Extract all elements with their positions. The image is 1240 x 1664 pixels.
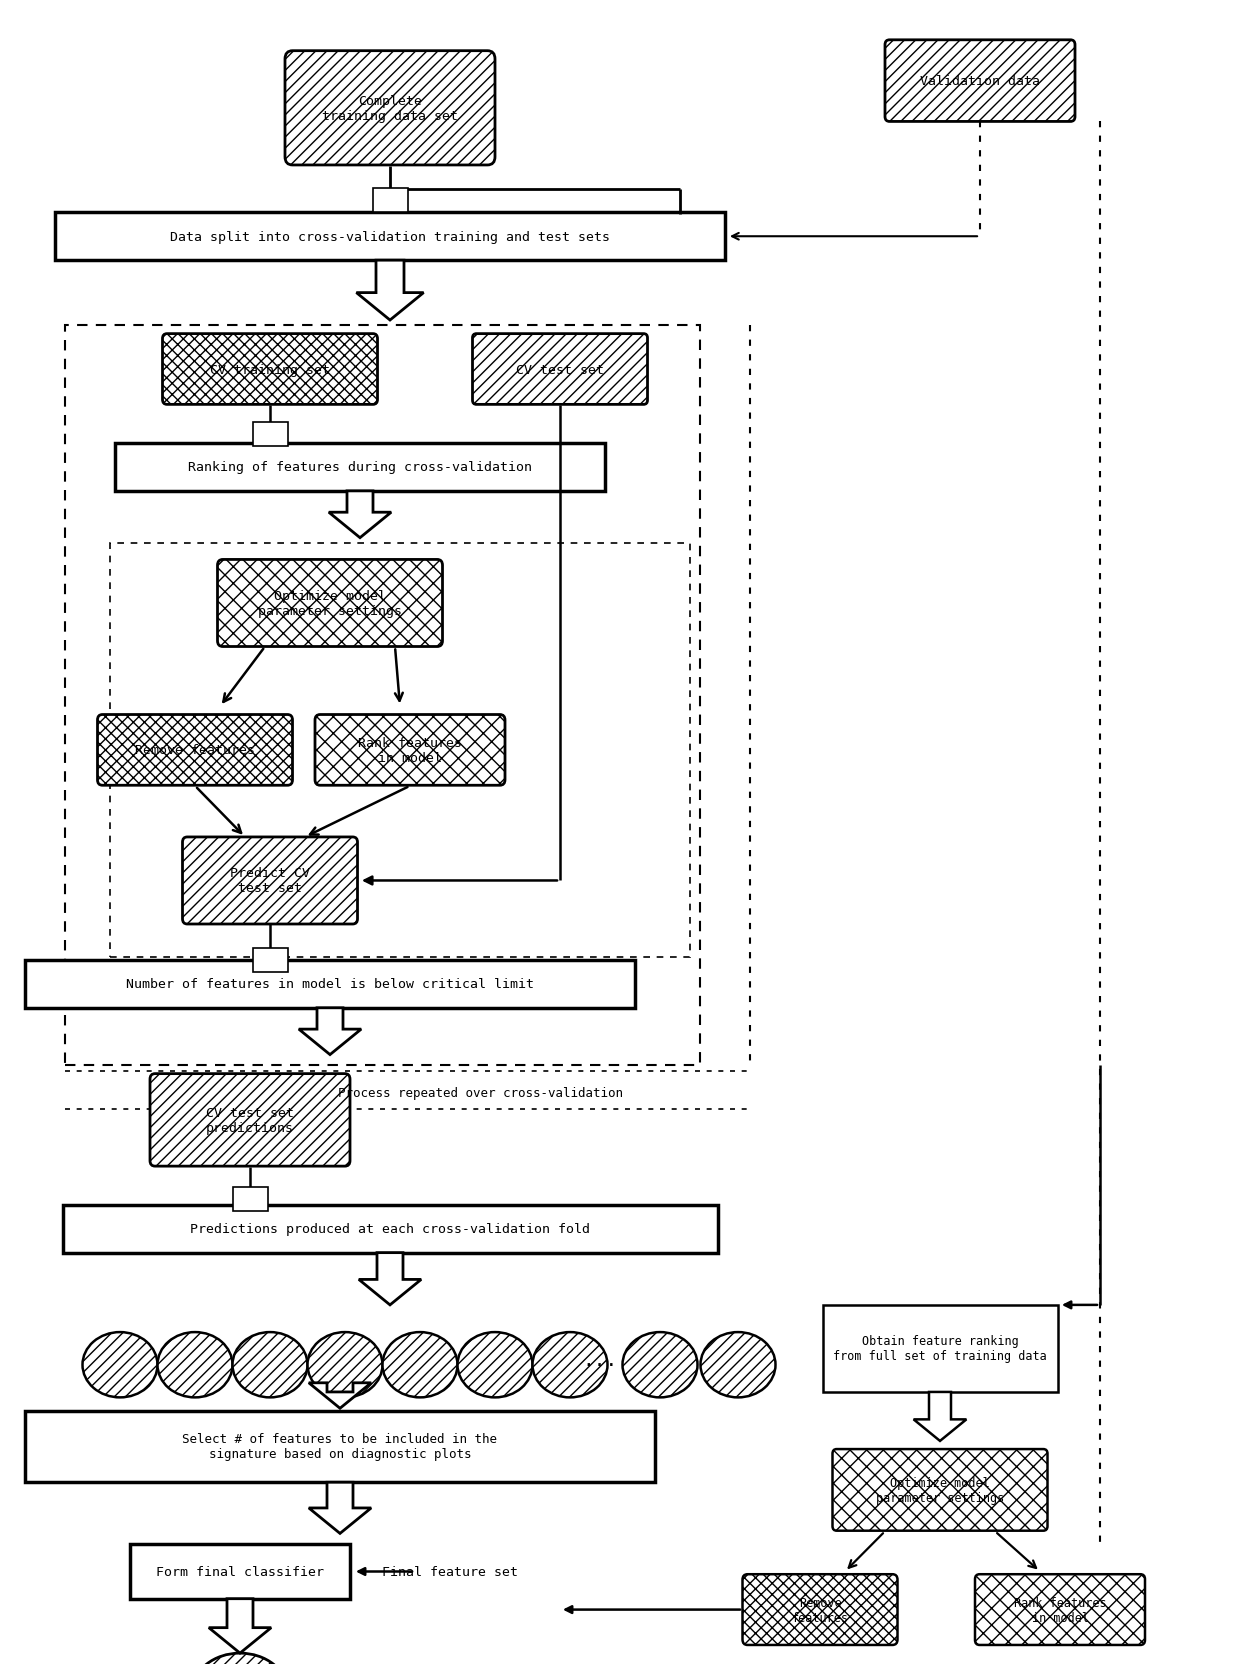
Bar: [130, 1544, 350, 1599]
Bar: [64, 326, 701, 1067]
Ellipse shape: [532, 1333, 608, 1398]
Text: Process repeated over cross-validation: Process repeated over cross-validation: [337, 1087, 622, 1100]
FancyBboxPatch shape: [217, 561, 443, 647]
Text: Select # of features to be included in the
signature based on diagnostic plots: Select # of features to be included in t…: [182, 1433, 497, 1461]
Text: Predictions produced at each cross-validation fold: Predictions produced at each cross-valid…: [190, 1223, 590, 1235]
Polygon shape: [208, 1599, 272, 1652]
Bar: [110, 544, 689, 957]
Bar: [253, 423, 288, 448]
FancyBboxPatch shape: [285, 52, 495, 166]
Polygon shape: [329, 491, 391, 539]
Ellipse shape: [157, 1333, 233, 1398]
Ellipse shape: [308, 1333, 382, 1398]
FancyBboxPatch shape: [743, 1574, 898, 1646]
Text: Number of features in model is below critical limit: Number of features in model is below cri…: [126, 978, 534, 990]
Text: Final feature set: Final feature set: [382, 1566, 518, 1577]
Text: Obtain feature ranking
from full set of training data: Obtain feature ranking from full set of …: [833, 1335, 1047, 1363]
Text: Validation data: Validation data: [920, 75, 1040, 88]
Polygon shape: [299, 1008, 361, 1055]
Text: CV test set: CV test set: [516, 363, 604, 376]
Ellipse shape: [622, 1333, 697, 1398]
FancyBboxPatch shape: [162, 334, 377, 404]
Polygon shape: [309, 1483, 371, 1534]
Text: CV training set: CV training set: [210, 363, 330, 376]
FancyBboxPatch shape: [150, 1073, 350, 1166]
Bar: [253, 948, 288, 972]
FancyBboxPatch shape: [832, 1449, 1048, 1531]
Polygon shape: [358, 1253, 422, 1305]
Ellipse shape: [382, 1333, 458, 1398]
Polygon shape: [309, 1383, 371, 1408]
Text: Predict CV
test set: Predict CV test set: [229, 867, 310, 895]
Text: Complete
training data set: Complete training data set: [322, 95, 458, 123]
Text: Rank features
in model: Rank features in model: [1013, 1596, 1106, 1624]
Ellipse shape: [233, 1333, 308, 1398]
Bar: [25, 1411, 655, 1483]
FancyBboxPatch shape: [315, 716, 505, 785]
Ellipse shape: [83, 1333, 157, 1398]
Text: Remove
features: Remove features: [791, 1596, 848, 1624]
Bar: [372, 190, 408, 213]
Text: ...: ...: [583, 1350, 618, 1369]
Ellipse shape: [192, 1652, 288, 1664]
Text: Ranking of features during cross-validation: Ranking of features during cross-validat…: [188, 461, 532, 474]
Text: Optimize model
parameter settings: Optimize model parameter settings: [258, 589, 402, 617]
Bar: [115, 444, 605, 491]
FancyBboxPatch shape: [885, 42, 1075, 123]
FancyBboxPatch shape: [98, 716, 293, 785]
Ellipse shape: [458, 1333, 532, 1398]
FancyBboxPatch shape: [182, 837, 357, 925]
FancyBboxPatch shape: [975, 1574, 1145, 1646]
Ellipse shape: [701, 1333, 775, 1398]
Text: Data split into cross-validation training and test sets: Data split into cross-validation trainin…: [170, 231, 610, 243]
Bar: [55, 213, 725, 261]
Bar: [25, 960, 635, 1008]
Text: Remove features: Remove features: [135, 744, 255, 757]
FancyBboxPatch shape: [472, 334, 647, 404]
Text: Form final classifier: Form final classifier: [156, 1566, 324, 1577]
Polygon shape: [914, 1393, 966, 1441]
Bar: [62, 1205, 718, 1253]
Text: CV test set
predictions: CV test set predictions: [206, 1107, 294, 1135]
Text: Rank features
in model: Rank features in model: [358, 737, 463, 764]
Text: Optimize model
parameter settings: Optimize model parameter settings: [875, 1476, 1004, 1504]
Bar: [822, 1305, 1058, 1393]
Bar: [233, 1188, 268, 1211]
Polygon shape: [356, 261, 424, 321]
